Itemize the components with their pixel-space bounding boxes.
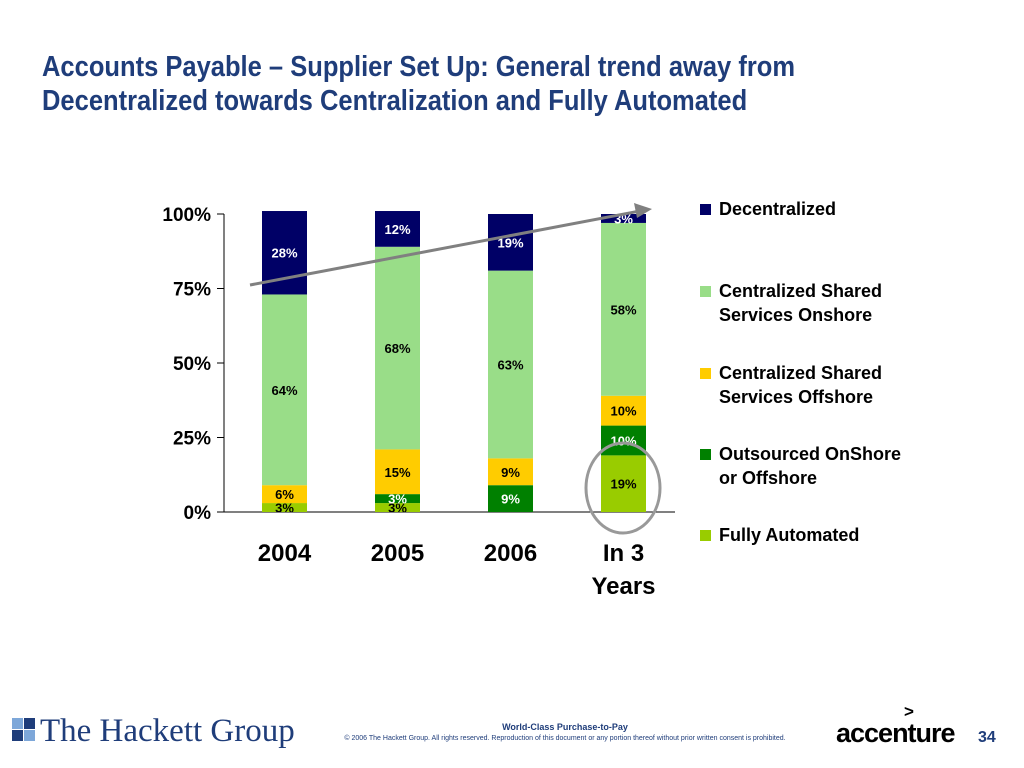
footer-title: World-Class Purchase-to-Pay (502, 722, 628, 732)
x-tick-label: In 3 (603, 540, 644, 567)
data-label: 6% (275, 487, 294, 502)
legend-label-line: Services Offshore (719, 387, 874, 407)
data-label: 9% (501, 465, 520, 480)
data-label: 10% (610, 433, 636, 448)
legend-label: Centralized Shared Services Onshore (719, 279, 949, 327)
legend-label: Centralized Shared Services Offshore (719, 361, 949, 409)
page-number: 34 (978, 729, 996, 746)
slide-title-line-2: Decentralized towards Centralization and… (42, 85, 748, 117)
bar-segment (488, 458, 533, 486)
bar-segment (262, 503, 307, 512)
data-label: 3% (388, 501, 407, 516)
bar-segment (601, 395, 646, 426)
accenture-logo-mark: > (904, 702, 914, 721)
slide-title-line-1: Accounts Payable – Supplier Set Up: Gene… (42, 51, 796, 83)
data-label: 3% (388, 492, 407, 507)
data-label: 19% (610, 477, 636, 492)
bar-segment (375, 211, 420, 247)
bar-segment (601, 222, 646, 396)
bar-segment (375, 494, 420, 504)
bar-segment (488, 214, 533, 271)
data-label: 58% (610, 302, 636, 317)
accenture-logo: accenture (836, 718, 956, 748)
legend-label: Decentralized (719, 197, 949, 221)
trend-arrow-line (249, 209, 641, 287)
trend-arrow-head (634, 203, 652, 218)
bar-segment (375, 449, 420, 495)
bar-segment (601, 214, 646, 223)
bar-segment (488, 270, 533, 459)
footer-center: World-Class Purchase-to-Pay © 2006 The H… (330, 722, 800, 742)
legend-swatch (700, 286, 711, 297)
y-tick-label: 50% (173, 354, 211, 375)
x-tick-label: Years (591, 573, 655, 600)
data-label: 63% (497, 357, 523, 372)
bar-segment (262, 294, 307, 486)
slide-title: Accounts Payable – Supplier Set Up: Gene… (42, 50, 887, 118)
y-tick-label: 0% (184, 503, 212, 524)
y-tick-label: 100% (162, 205, 211, 226)
data-label: 28% (271, 246, 297, 261)
legend-label-line: Outsourced OnShore (719, 444, 902, 464)
x-tick-label: 2005 (371, 540, 424, 567)
data-label: 15% (384, 465, 410, 480)
legend-label-line: Centralized Shared (719, 281, 883, 301)
bar-segment (375, 246, 420, 450)
legend-label-line: Services Onshore (719, 305, 873, 325)
data-label: 9% (501, 492, 520, 507)
data-label: 64% (271, 383, 297, 398)
footer-copyright: © 2006 The Hackett Group. All rights res… (344, 735, 786, 742)
bar-segment (488, 485, 533, 512)
data-label: 19% (497, 235, 523, 250)
data-label: 12% (384, 222, 410, 237)
legend-label: Fully Automated (719, 523, 949, 547)
hackett-logo-icon (12, 718, 35, 741)
hackett-logo-text: The Hackett Group (40, 713, 295, 749)
y-tick-label: 25% (173, 429, 211, 450)
legend-label-line: Centralized Shared (719, 363, 883, 383)
y-tick-label: 75% (173, 280, 211, 301)
data-label: 3% (275, 501, 294, 516)
x-tick-label: 2004 (258, 540, 312, 567)
legend-swatch (700, 368, 711, 379)
bar-segment (375, 503, 420, 512)
legend-label: Outsourced OnShore or Offshore (719, 442, 949, 490)
bar-segment (262, 485, 307, 504)
legend-swatch (700, 530, 711, 541)
legend-swatch (700, 449, 711, 460)
x-tick-label: 2006 (484, 540, 537, 567)
data-label: 68% (384, 341, 410, 356)
legend-swatch (700, 204, 711, 215)
bar-segment (601, 455, 646, 512)
legend-label-line: Decentralized (719, 199, 837, 219)
legend-label-line: or Offshore (719, 468, 818, 488)
data-label: 10% (610, 404, 636, 419)
bar-segment (601, 425, 646, 456)
legend-label-line: Fully Automated (719, 525, 860, 545)
highlight-circle (584, 441, 662, 535)
